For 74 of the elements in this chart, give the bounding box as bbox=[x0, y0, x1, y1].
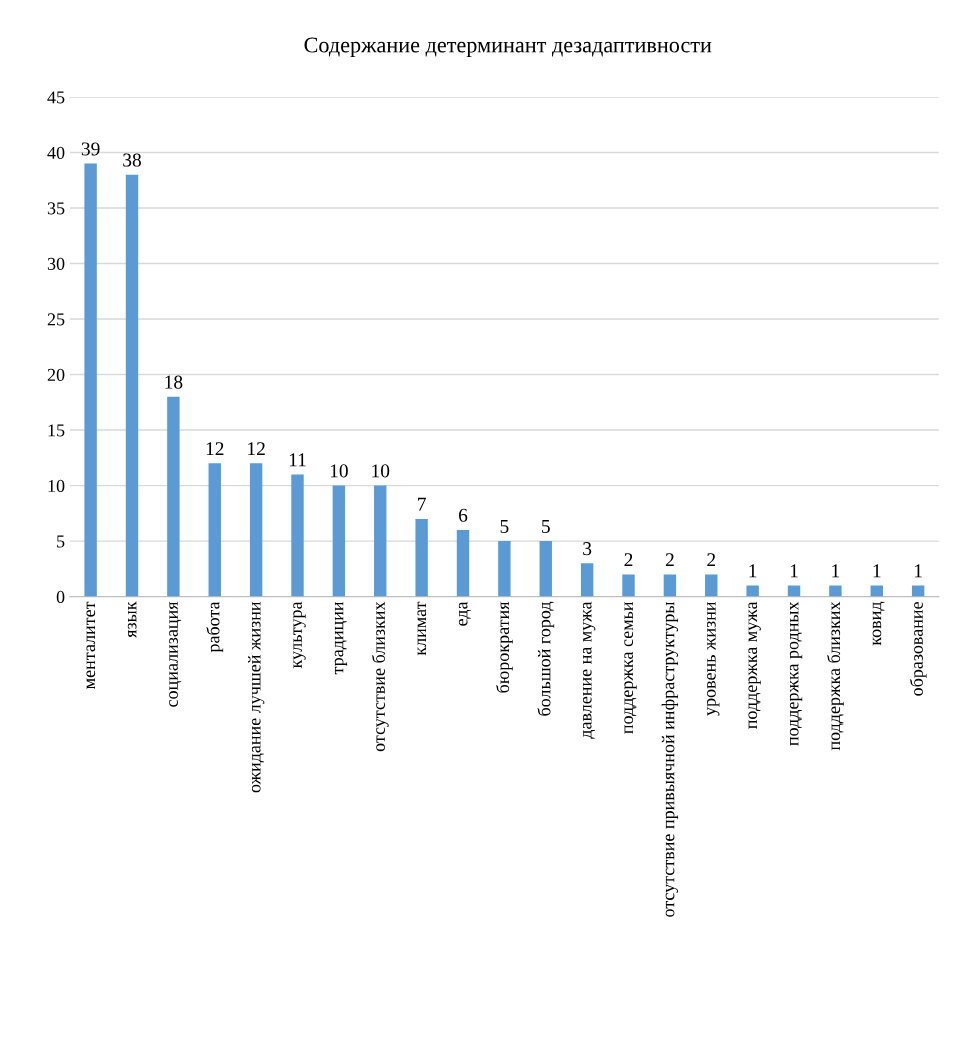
bar bbox=[622, 574, 635, 597]
x-tick-label: давление на мужа bbox=[582, 601, 596, 739]
chart-title: Содержание детерминант дезадаптивности bbox=[304, 37, 712, 58]
bar bbox=[208, 463, 221, 597]
bar bbox=[249, 463, 263, 597]
data-label: 1 bbox=[832, 564, 840, 578]
x-tick-label: образование bbox=[909, 602, 927, 696]
y-tick-label: 35 bbox=[47, 202, 65, 215]
x-tick-label: социализация bbox=[169, 601, 182, 707]
bar bbox=[84, 163, 97, 597]
y-tick-label: 30 bbox=[47, 257, 65, 270]
x-tick-label: ожидание лучшей жизни bbox=[248, 601, 265, 793]
x-tick-label: отсутствие привыячной инфраструктуры bbox=[661, 601, 679, 917]
x-tick-label: культура bbox=[293, 601, 306, 669]
x-tick-label: традиции bbox=[334, 601, 348, 675]
data-label: 2 bbox=[665, 553, 674, 567]
data-label: 38 bbox=[123, 153, 141, 167]
data-label: 1 bbox=[915, 564, 922, 578]
bar bbox=[705, 574, 718, 597]
x-tick-label: язык bbox=[127, 601, 137, 638]
data-label: 18 bbox=[165, 375, 183, 389]
data-label: 5 bbox=[542, 520, 550, 533]
bar bbox=[415, 518, 428, 597]
bar bbox=[167, 396, 180, 597]
x-tick-label: еда bbox=[458, 601, 471, 626]
x-tick-label: поддержка семьи bbox=[624, 601, 637, 734]
x-tick-label: климат bbox=[417, 601, 427, 656]
data-label: 1 bbox=[873, 564, 881, 578]
y-tick-label: 45 bbox=[47, 91, 65, 104]
y-tick-label: 25 bbox=[47, 313, 65, 326]
bar bbox=[374, 485, 387, 597]
x-tick-label: большой город bbox=[537, 601, 555, 716]
x-tick-label: менталитет bbox=[86, 601, 96, 689]
data-label: 1 bbox=[749, 564, 757, 578]
data-label: 39 bbox=[81, 142, 100, 156]
x-tick-label: поддержка близких bbox=[827, 601, 844, 751]
y-tick-label: 10 bbox=[48, 479, 65, 493]
x-tick-label: уровень жизни bbox=[707, 601, 720, 716]
data-label: 12 bbox=[248, 442, 265, 456]
bar bbox=[498, 541, 511, 597]
data-label: 10 bbox=[330, 464, 348, 478]
y-tick-label: 40 bbox=[47, 146, 65, 159]
data-label: 5 bbox=[500, 520, 509, 533]
y-tick-label: 15 bbox=[48, 424, 65, 437]
bar bbox=[911, 585, 925, 597]
data-label: 1 bbox=[790, 564, 798, 578]
data-label: 11 bbox=[289, 453, 306, 467]
data-label: 2 bbox=[624, 553, 633, 567]
x-tick-label: отсутствие близких bbox=[371, 601, 389, 752]
data-label: 6 bbox=[458, 508, 468, 522]
data-label: 10 bbox=[372, 464, 390, 478]
data-label: 7 bbox=[418, 497, 426, 511]
y-tick-label: 5 bbox=[57, 535, 65, 548]
data-label: 12 bbox=[206, 442, 224, 456]
x-tick-label: работа bbox=[206, 601, 224, 653]
data-label: 2 bbox=[707, 553, 716, 567]
bar bbox=[787, 585, 801, 597]
data-label: 3 bbox=[583, 542, 592, 556]
bar bbox=[291, 474, 304, 597]
bar bbox=[746, 585, 759, 597]
bar bbox=[125, 174, 139, 597]
x-tick-label: поддержка родных bbox=[789, 601, 803, 746]
bar bbox=[456, 529, 470, 597]
y-tick-label: 0 bbox=[56, 590, 65, 604]
bar bbox=[580, 563, 594, 597]
bar bbox=[663, 574, 677, 597]
bar bbox=[829, 585, 842, 597]
x-tick-label: бюрократия bbox=[496, 601, 513, 693]
x-tick-label: поддержка мужа bbox=[748, 601, 761, 729]
x-tick-label: ковид bbox=[872, 601, 885, 646]
bar bbox=[539, 541, 552, 597]
y-tick-label: 20 bbox=[47, 368, 65, 381]
bar bbox=[870, 585, 883, 597]
bar bbox=[332, 485, 346, 597]
